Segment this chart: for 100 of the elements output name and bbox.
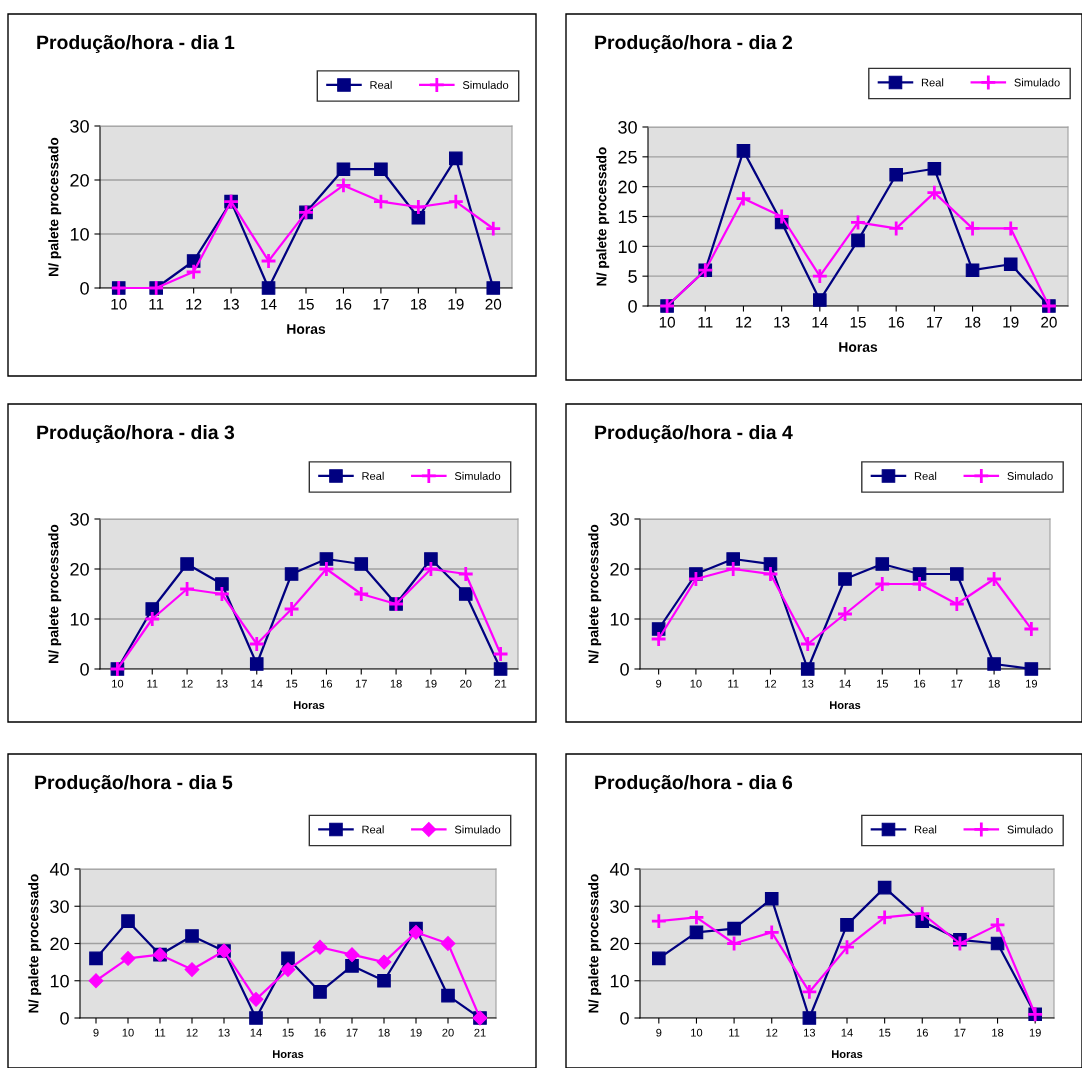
legend-label: Simulado bbox=[454, 471, 501, 480]
x-tick-label: 11 bbox=[728, 679, 739, 688]
x-tick-label: 14 bbox=[251, 679, 263, 688]
y-tick-label: 20 bbox=[610, 562, 629, 576]
x-tick-label: 19 bbox=[1026, 679, 1038, 688]
x-tick-label: 11 bbox=[729, 1028, 740, 1037]
x-tick-label: 20 bbox=[442, 1028, 454, 1037]
x-tick-label: 20 bbox=[485, 298, 502, 310]
y-tick-label: 10 bbox=[50, 974, 69, 988]
y-axis-title: N/ palete processado bbox=[48, 524, 62, 663]
legend-label: Simulado bbox=[1014, 78, 1060, 87]
x-tick-label: 10 bbox=[112, 679, 124, 688]
legend-label: Real bbox=[914, 471, 937, 480]
chart-title: Produção/hora - dia 6 bbox=[595, 774, 793, 794]
x-tick-label: 19 bbox=[410, 1028, 422, 1037]
y-tick-label: 40 bbox=[49, 862, 69, 876]
x-tick-label: 18 bbox=[965, 316, 981, 328]
legend-label: Simulado bbox=[1007, 825, 1053, 834]
y-axis-title: N/ palete processado bbox=[596, 147, 610, 286]
x-tick-label: 18 bbox=[390, 679, 402, 688]
y-tick-label: 10 bbox=[610, 974, 629, 988]
x-tick-label: 13 bbox=[774, 316, 790, 328]
legend-label: Real bbox=[362, 471, 384, 480]
x-tick-label: 17 bbox=[355, 679, 367, 688]
x-tick-label: 15 bbox=[879, 1028, 891, 1037]
legend-label: Simulado bbox=[454, 825, 501, 834]
x-tick-label: 15 bbox=[286, 679, 298, 688]
legend-label: Real bbox=[921, 78, 944, 87]
x-tick-label: 9 bbox=[656, 679, 662, 688]
x-tick-label: 13 bbox=[804, 1028, 816, 1037]
y-tick-label: 30 bbox=[70, 119, 89, 133]
y-tick-label: 10 bbox=[70, 612, 89, 626]
x-tick-label: 13 bbox=[802, 679, 814, 688]
x-tick-label: 17 bbox=[954, 1028, 966, 1037]
y-tick-label: 0 bbox=[80, 281, 89, 295]
x-tick-label: 10 bbox=[111, 298, 127, 310]
y-axis-title: N/ palete processado bbox=[28, 874, 42, 1013]
x-tick-label: 12 bbox=[736, 316, 752, 328]
chart-title: Produção/hora - dia 3 bbox=[37, 424, 235, 444]
y-tick-label: 5 bbox=[628, 270, 637, 283]
x-tick-label: 18 bbox=[411, 298, 427, 310]
y-tick-label: 10 bbox=[70, 227, 89, 241]
chart-title: Produção/hora - dia 4 bbox=[595, 424, 793, 444]
x-tick-label: 11 bbox=[147, 679, 158, 688]
chart-title: Produção/hora - dia 5 bbox=[35, 774, 233, 794]
y-tick-label: 15 bbox=[618, 210, 637, 224]
x-tick-label: 16 bbox=[916, 1028, 928, 1037]
chart-title: Produção/hora - dia 1 bbox=[37, 34, 235, 54]
y-tick-label: 30 bbox=[50, 900, 69, 913]
y-axis-title: N/ palete processado bbox=[588, 524, 602, 663]
x-tick-label: 15 bbox=[876, 679, 888, 688]
y-tick-label: 30 bbox=[618, 120, 637, 134]
x-tick-label: 16 bbox=[314, 1028, 326, 1037]
x-tick-label: 19 bbox=[448, 298, 464, 310]
x-axis-title: Horas bbox=[839, 342, 878, 352]
x-tick-label: 17 bbox=[927, 316, 943, 328]
x-tick-label: 10 bbox=[691, 1028, 703, 1037]
x-axis-title: Horas bbox=[273, 1050, 304, 1059]
x-tick-label: 12 bbox=[181, 679, 193, 688]
x-tick-label: 19 bbox=[1029, 1028, 1041, 1037]
y-tick-label: 0 bbox=[620, 1011, 629, 1025]
chart-title: Produção/hora - dia 2 bbox=[595, 34, 793, 54]
x-tick-label: 14 bbox=[812, 316, 828, 328]
y-tick-label: 20 bbox=[610, 937, 629, 951]
x-tick-label: 15 bbox=[298, 298, 314, 310]
x-tick-label: 17 bbox=[373, 298, 389, 310]
x-tick-label: 15 bbox=[282, 1028, 294, 1037]
legend-label: Real bbox=[362, 825, 384, 834]
x-axis-title: Horas bbox=[832, 1050, 863, 1059]
x-tick-label: 10 bbox=[122, 1028, 134, 1037]
y-tick-label: 10 bbox=[610, 612, 629, 626]
x-tick-label: 20 bbox=[460, 679, 472, 688]
x-tick-label: 19 bbox=[425, 679, 437, 688]
x-tick-label: 10 bbox=[659, 316, 675, 328]
x-tick-label: 21 bbox=[474, 1028, 486, 1037]
x-axis-title: Horas bbox=[830, 701, 861, 710]
x-tick-label: 14 bbox=[250, 1028, 262, 1037]
x-tick-label: 13 bbox=[216, 679, 228, 688]
x-tick-label: 12 bbox=[186, 1028, 198, 1037]
x-tick-label: 15 bbox=[850, 316, 866, 328]
x-tick-label: 14 bbox=[839, 679, 851, 688]
y-tick-label: 20 bbox=[50, 937, 69, 951]
y-tick-label: 30 bbox=[610, 512, 629, 526]
x-tick-label: 19 bbox=[1003, 316, 1019, 328]
x-tick-label: 12 bbox=[765, 679, 777, 688]
x-tick-label: 12 bbox=[766, 1028, 778, 1037]
x-tick-label: 17 bbox=[951, 679, 963, 688]
x-tick-label: 13 bbox=[223, 298, 239, 310]
x-tick-label: 16 bbox=[336, 298, 352, 310]
x-tick-label: 16 bbox=[321, 679, 333, 688]
x-tick-label: 13 bbox=[218, 1028, 230, 1037]
y-tick-label: 40 bbox=[609, 862, 629, 876]
y-tick-label: 0 bbox=[620, 662, 629, 676]
legend-label: Simulado bbox=[462, 80, 509, 89]
x-axis-title: Horas bbox=[287, 324, 326, 334]
x-tick-label: 11 bbox=[149, 298, 164, 310]
y-tick-label: 0 bbox=[628, 299, 637, 313]
legend-label: Real bbox=[370, 80, 392, 89]
x-tick-label: 17 bbox=[346, 1028, 358, 1037]
x-tick-label: 14 bbox=[261, 298, 277, 310]
